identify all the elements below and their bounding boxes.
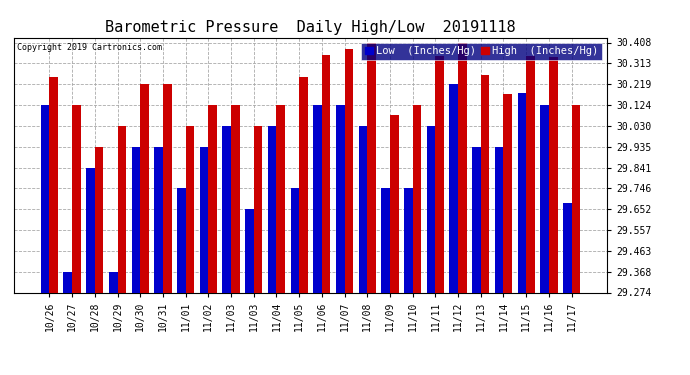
Bar	[540, 105, 549, 292]
Bar	[563, 203, 571, 292]
Bar	[132, 147, 140, 292]
Bar	[404, 189, 413, 292]
Bar	[72, 105, 81, 292]
Bar	[426, 126, 435, 292]
Bar	[313, 105, 322, 292]
Bar	[254, 126, 262, 292]
Bar	[86, 168, 95, 292]
Text: Copyright 2019 Cartronics.com: Copyright 2019 Cartronics.com	[17, 43, 161, 52]
Bar	[186, 126, 195, 292]
Bar	[435, 56, 444, 292]
Bar	[63, 272, 72, 292]
Bar	[163, 84, 172, 292]
Bar	[495, 147, 504, 292]
Bar	[277, 105, 285, 292]
Bar	[155, 147, 163, 292]
Bar	[413, 105, 422, 292]
Bar	[50, 77, 58, 292]
Bar	[222, 126, 231, 292]
Bar	[245, 209, 254, 292]
Bar	[231, 105, 239, 292]
Bar	[449, 84, 458, 292]
Bar	[268, 126, 277, 292]
Title: Barometric Pressure  Daily High/Low  20191118: Barometric Pressure Daily High/Low 20191…	[105, 20, 516, 35]
Bar	[290, 189, 299, 292]
Bar	[549, 57, 558, 292]
Bar	[109, 272, 117, 292]
Bar	[41, 105, 50, 292]
Bar	[344, 49, 353, 292]
Bar	[95, 147, 103, 292]
Bar	[359, 126, 367, 292]
Bar	[322, 55, 331, 292]
Bar	[336, 105, 344, 292]
Bar	[458, 42, 466, 292]
Bar	[504, 94, 512, 292]
Bar	[526, 56, 535, 292]
Bar	[571, 105, 580, 292]
Bar	[518, 93, 526, 292]
Bar	[199, 147, 208, 292]
Bar	[382, 189, 390, 292]
Bar	[177, 189, 186, 292]
Bar	[117, 126, 126, 292]
Bar	[140, 84, 149, 292]
Bar	[472, 147, 481, 292]
Bar	[481, 75, 489, 292]
Legend: Low  (Inches/Hg), High  (Inches/Hg): Low (Inches/Hg), High (Inches/Hg)	[362, 43, 602, 60]
Bar	[390, 115, 399, 292]
Bar	[299, 77, 308, 292]
Bar	[367, 42, 376, 292]
Bar	[208, 105, 217, 292]
